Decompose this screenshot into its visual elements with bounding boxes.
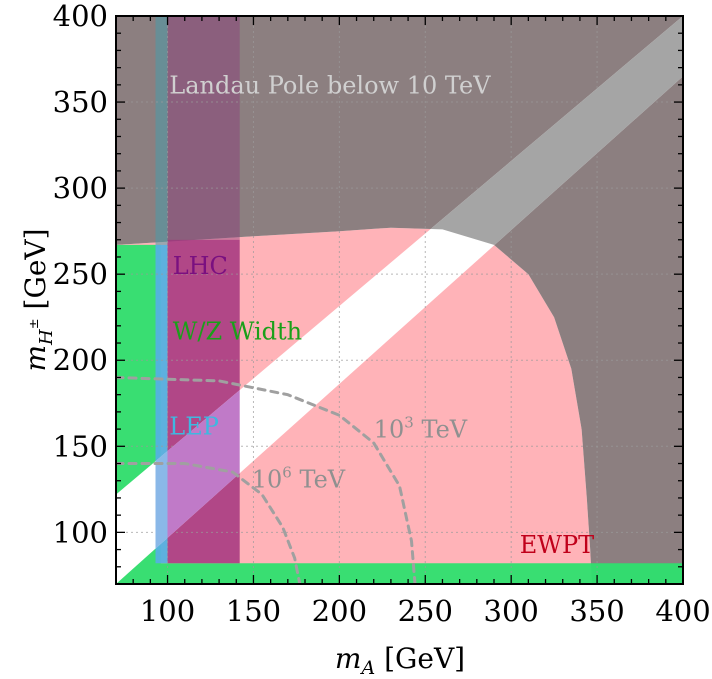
x-axis-title: mA [GeV] (335, 642, 465, 679)
y-tick-label: 250 (53, 257, 108, 291)
y-tick-label: 100 (53, 515, 108, 549)
lhc-strip-upper (167, 16, 240, 240)
x-tick-label: 350 (569, 594, 624, 628)
y-tick-label: 200 (53, 343, 108, 377)
lep-strip-upper (155, 16, 168, 245)
contour-label-1: 103 TeV (374, 414, 468, 444)
region-label-lhc: LHC (173, 252, 228, 280)
x-tick-label: 250 (398, 594, 453, 628)
x-tick-label: 300 (484, 594, 539, 628)
x-tick-label: 200 (312, 594, 367, 628)
x-tick-label: 100 (140, 594, 195, 628)
contour-label-2: 106 TeV (252, 464, 346, 494)
x-tick-label: 150 (226, 594, 281, 628)
region-labels: EWPT W/Z Width LEP LHC Landau Pole below 10 … (169, 71, 594, 559)
y-tick-label: 300 (53, 171, 108, 205)
y-tick-label: 150 (53, 429, 108, 463)
region-label-lep: LEP (169, 412, 219, 440)
contour-line-1 (116, 376, 417, 584)
plot-frame (115, 15, 684, 585)
x-tick-label: 400 (655, 594, 710, 628)
ticks: 100 150 200 250 300 350 400 100 150 200 250 300 350 4… (53, 0, 711, 628)
y-axis-title: mH± [GeV] (19, 228, 57, 371)
y-tick-label: 350 (53, 85, 108, 119)
contour-line-2 (116, 462, 302, 584)
y-tick-label: 400 (53, 0, 108, 33)
frame (115, 15, 684, 585)
region-label-landau: Landau Pole below 10 TeV (169, 71, 491, 99)
region-label-ewpt: EWPT (520, 531, 594, 559)
region-label-ww_width: W/Z Width (173, 318, 302, 346)
